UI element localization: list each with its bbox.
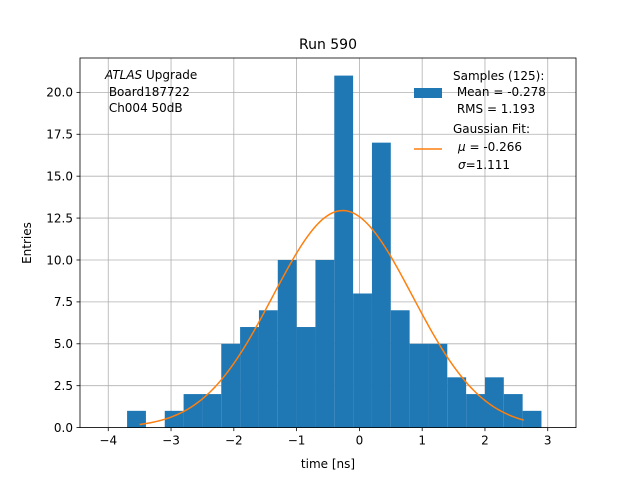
y-tick-label: 0.0 — [54, 421, 73, 435]
y-tick-label: 5.0 — [54, 337, 73, 351]
y-axis-label: Entries — [20, 222, 34, 264]
x-axis-label: time [ns] — [301, 457, 355, 471]
histogram-bar — [503, 394, 523, 428]
svg-text:μ = -0.266: μ = -0.266 — [457, 140, 522, 154]
histogram-bar — [127, 410, 146, 428]
legend-mu-symbol: μ — [457, 140, 466, 154]
annotation-atlas: ATLAS — [104, 68, 143, 82]
histogram-bar — [522, 410, 542, 428]
y-tick-label: 15.0 — [46, 169, 73, 183]
gaussian-fit-curve — [139, 209, 525, 426]
y-tick-label: 10.0 — [46, 253, 73, 267]
histogram-bar — [466, 394, 485, 428]
x-tick-label: −3 — [162, 434, 180, 448]
legend-mu-value: = -0.266 — [466, 140, 522, 154]
x-tick-label: 2 — [481, 434, 489, 448]
svg-text:σ=1.111: σ=1.111 — [458, 158, 510, 172]
x-tick-label: 0 — [356, 434, 364, 448]
histogram-bar — [447, 377, 467, 428]
histogram-bar — [164, 410, 184, 428]
histogram-bar — [221, 343, 241, 428]
histogram-bar — [183, 394, 203, 428]
histogram-bar — [202, 394, 222, 428]
atlas-annotation: ATLAS Upgrade Board187722 Ch004 50dB — [104, 68, 197, 115]
histogram-bar — [315, 259, 335, 428]
histogram-bar — [390, 310, 410, 428]
histogram-bar — [353, 293, 372, 428]
histogram-bars — [127, 75, 542, 428]
y-tick-label: 17.5 — [46, 128, 73, 142]
x-tick-label: −4 — [99, 434, 117, 448]
histogram-bar — [258, 310, 278, 428]
histogram-bar — [334, 75, 354, 428]
x-tick-label: −1 — [288, 434, 306, 448]
histogram-bar — [484, 377, 504, 428]
legend-histogram-patch — [414, 88, 442, 98]
y-tick-label: 2.5 — [54, 379, 73, 393]
legend-samples: Samples (125): — [453, 69, 544, 83]
histogram-bar — [296, 327, 316, 428]
annotation-channel: Ch004 50dB — [105, 101, 183, 115]
x-tick-label: −2 — [225, 434, 243, 448]
y-axis-ticks: 0.0 2.5 5.0 7.5 10.0 12.5 15.0 17.5 20.0 — [46, 86, 80, 435]
annotation-board: Board187722 — [105, 85, 190, 99]
y-tick-label: 12.5 — [46, 211, 73, 225]
annotation-upgrade: Upgrade — [142, 68, 197, 82]
chart-title: Run 590 — [299, 37, 357, 53]
legend-mean: Mean = -0.278 — [453, 85, 546, 99]
histogram-bar — [371, 142, 391, 428]
histogram-bar — [277, 259, 297, 428]
plot-frame — [79, 57, 577, 429]
legend-gaussian: Gaussian Fit: — [453, 122, 530, 136]
legend-rms: RMS = 1.193 — [453, 102, 535, 116]
y-tick-label: 20.0 — [46, 86, 73, 100]
y-tick-label: 7.5 — [54, 295, 73, 309]
histogram-bar — [409, 343, 429, 428]
legend-sigma-value: =1.111 — [466, 158, 510, 172]
x-axis-ticks: −4 −3 −2 −1 0 1 2 3 — [99, 427, 552, 448]
legend-sigma-symbol: σ — [458, 158, 466, 172]
histogram-bar — [240, 327, 259, 428]
histogram-bar — [428, 343, 448, 428]
legend: Samples (125): Mean = -0.278 RMS = 1.193… — [414, 69, 546, 172]
svg-text:ATLAS Upgrade: ATLAS Upgrade — [104, 68, 197, 82]
x-tick-label: 1 — [418, 434, 426, 448]
x-tick-label: 3 — [544, 434, 552, 448]
